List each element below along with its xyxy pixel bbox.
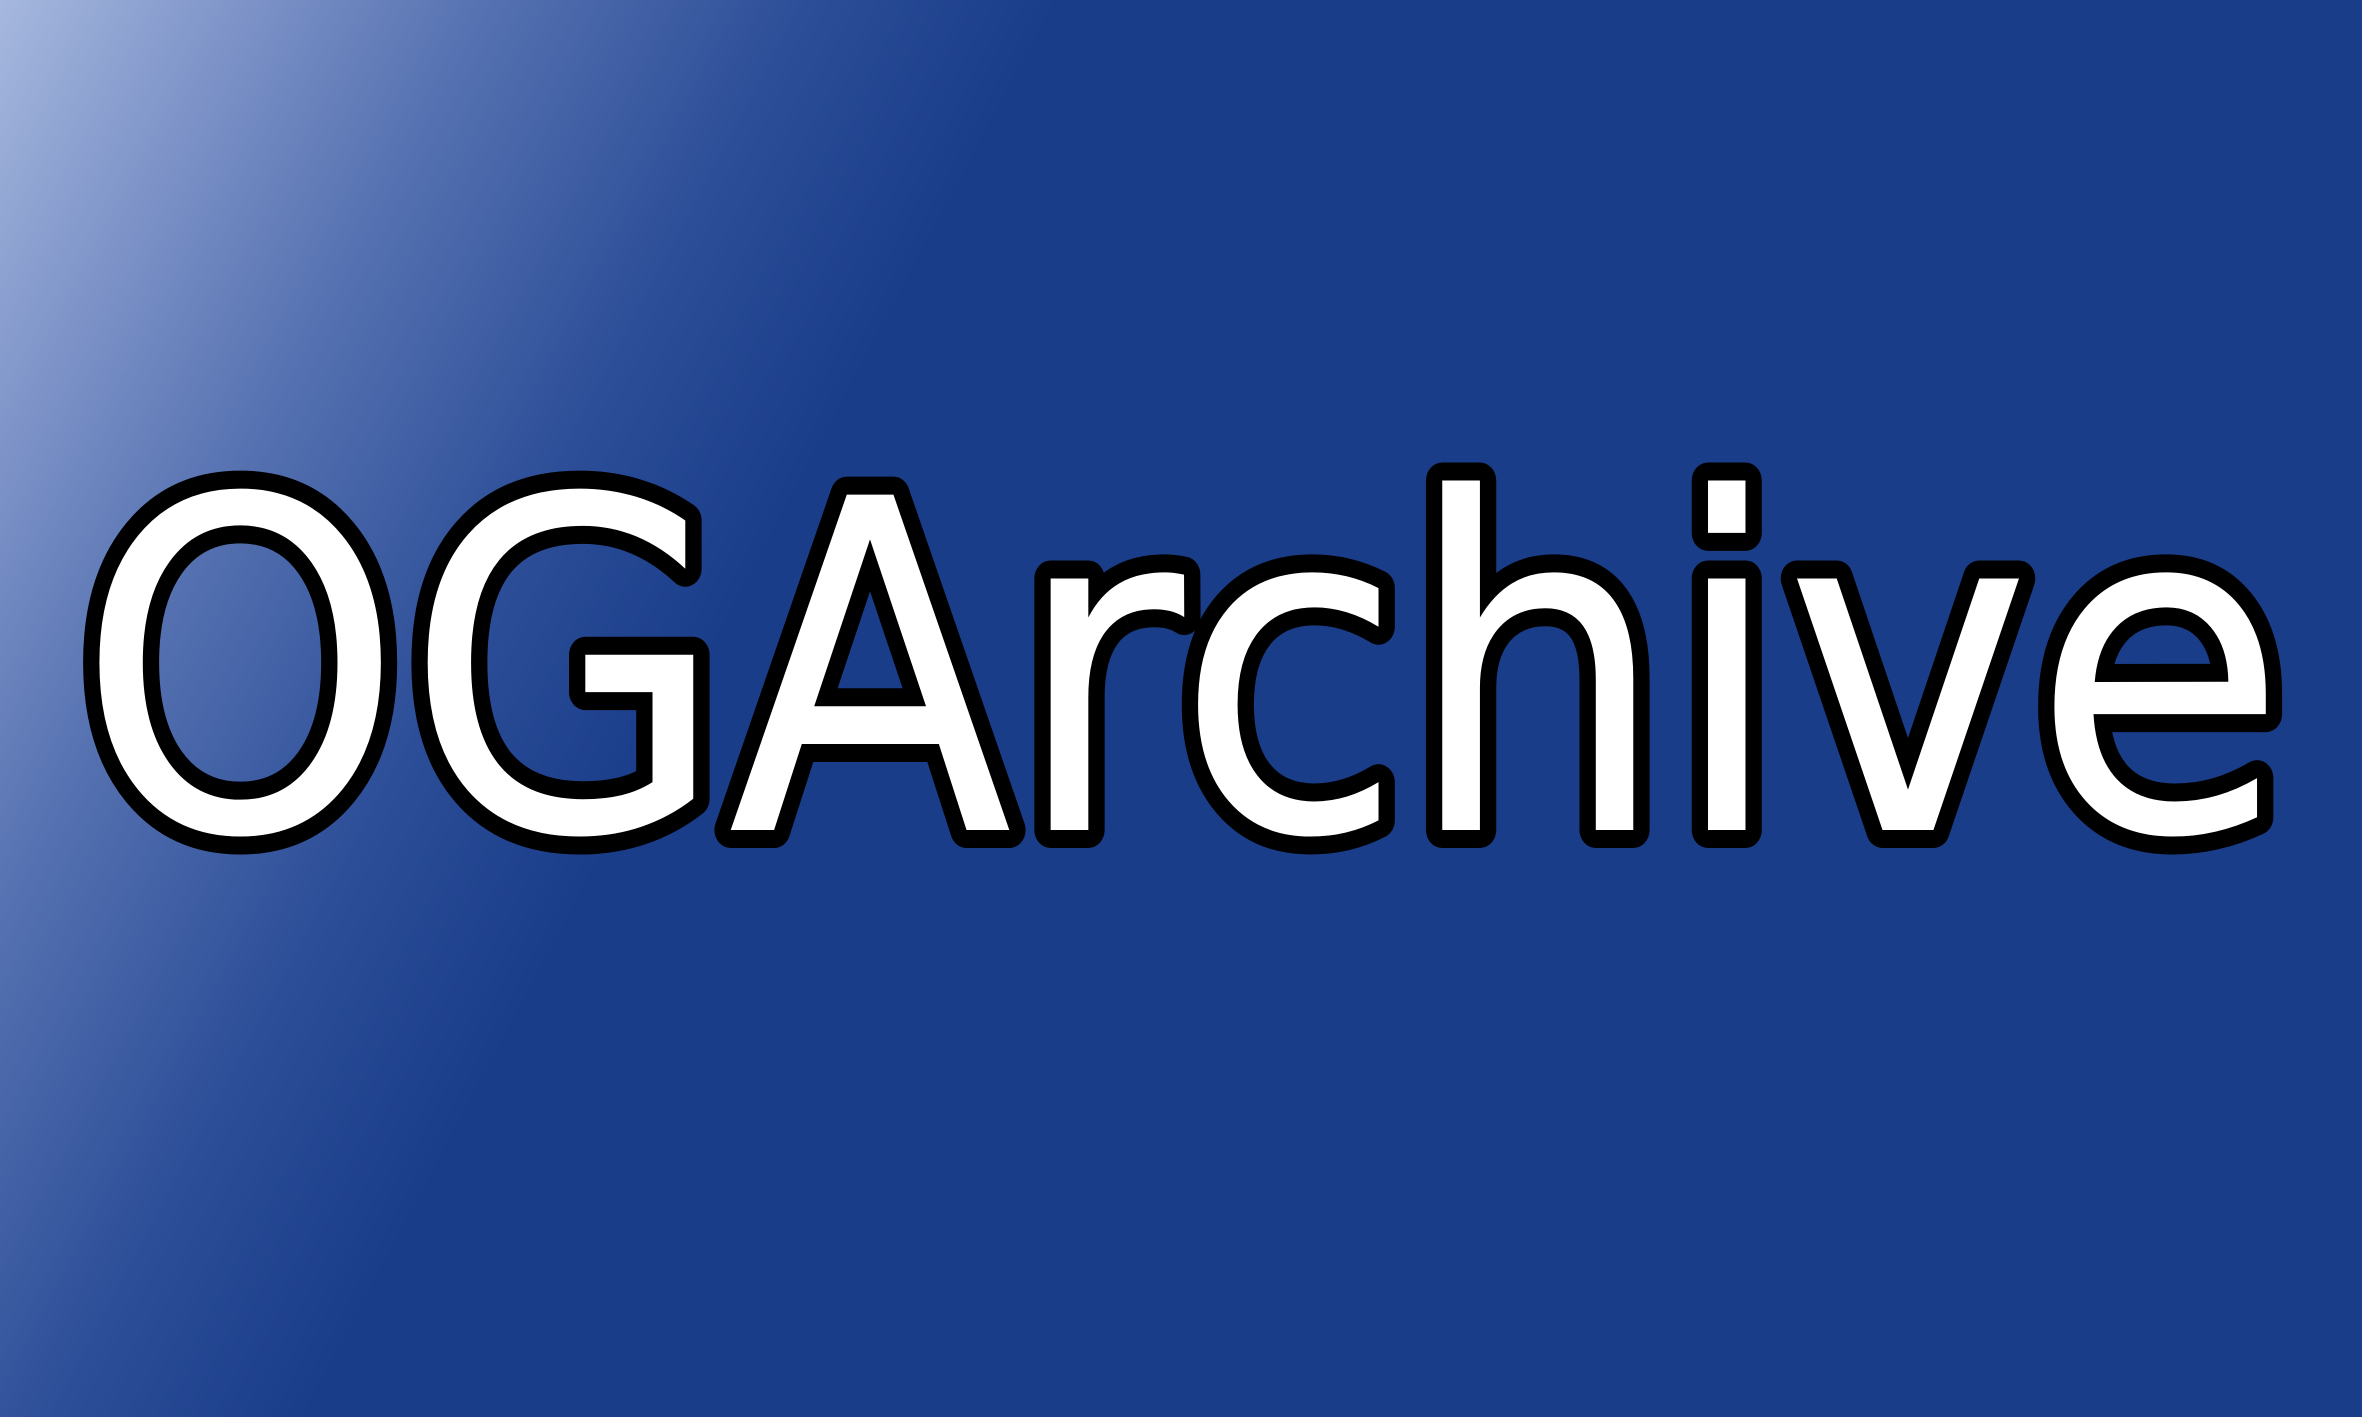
logo-wordmark: OGArchive [76, 404, 2288, 939]
